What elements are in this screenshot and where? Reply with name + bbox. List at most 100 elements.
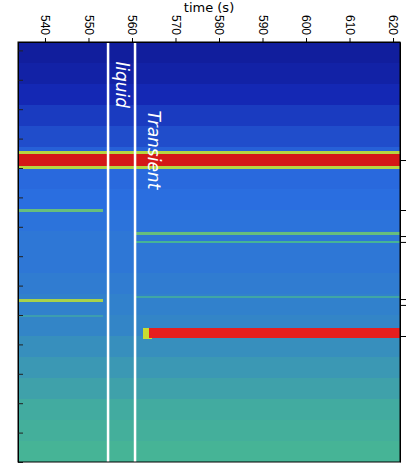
- chart: liquidTransient5405505605705805906006106…: [0, 0, 411, 469]
- tick-mark: [18, 403, 23, 404]
- heatmap-cell: [18, 210, 400, 231]
- tick-label: 560: [125, 15, 139, 35]
- tick-mark: [18, 315, 23, 316]
- axis-title: time (s): [184, 0, 234, 15]
- annotation: Transient: [144, 111, 164, 191]
- tick-mark: [18, 50, 23, 51]
- heatmap-cells: [18, 42, 400, 462]
- tick-mark: [18, 168, 23, 169]
- tick-label: 600: [299, 15, 313, 35]
- tick-mark: [175, 38, 176, 42]
- tick-mark: [400, 299, 406, 300]
- y2-axis: [400, 43, 406, 463]
- tick-mark: [400, 242, 406, 243]
- x-tick: 620: [386, 15, 400, 42]
- y-tick: [18, 50, 23, 51]
- x-tick: 580: [212, 15, 226, 42]
- heatmap-cell: [18, 357, 400, 378]
- heatmap-cell: [18, 154, 400, 166]
- heatmap-cell: [18, 189, 400, 210]
- tick-mark: [400, 236, 406, 237]
- heatmap-cell: [18, 252, 400, 273]
- x-tick: 600: [299, 15, 313, 42]
- y2-tick: [400, 160, 406, 161]
- heatmap-cell: [18, 126, 400, 147]
- tick-mark: [400, 210, 406, 211]
- heatmap-cell: [18, 399, 400, 420]
- tick-mark: [18, 286, 23, 287]
- heatmap-cell: [18, 273, 400, 294]
- heatmap-cell: [18, 151, 400, 169]
- tick-mark: [18, 256, 23, 257]
- heatmap-cell: [136, 241, 400, 243]
- tick-mark: [263, 38, 264, 42]
- tick-mark: [400, 160, 406, 161]
- heatmap-cell: [18, 420, 400, 441]
- y-tick: [18, 374, 23, 375]
- heatmap-cell: [18, 231, 400, 252]
- heatmap-cell: [18, 315, 103, 317]
- tick-label: 590: [256, 15, 270, 35]
- plot-frame: [18, 42, 400, 462]
- tick-mark: [18, 80, 23, 81]
- heatmap-cell: [18, 168, 400, 189]
- tick-mark: [18, 374, 23, 375]
- y-tick: [18, 197, 23, 198]
- heatmap-cell: [18, 147, 400, 168]
- tick-mark: [400, 336, 406, 337]
- tick-label: 610: [343, 15, 357, 35]
- tick-mark: [306, 38, 307, 42]
- heatmap-cell: [18, 299, 103, 302]
- tick-mark: [88, 38, 89, 42]
- tick-label: 540: [38, 15, 52, 35]
- heatmap-cell: [149, 328, 400, 337]
- y2-tick: [400, 299, 406, 300]
- tick-mark: [18, 109, 23, 110]
- tick-label: 580: [212, 15, 226, 35]
- y-tick: [18, 344, 23, 345]
- y-tick: [18, 80, 23, 81]
- tick-mark: [219, 38, 220, 42]
- y2-tick: [400, 305, 406, 306]
- y-tick: [18, 168, 23, 169]
- tick-mark: [18, 197, 23, 198]
- tick-mark: [45, 38, 46, 42]
- x-tick: 560: [125, 15, 139, 42]
- y-tick: [18, 286, 23, 287]
- tick-mark: [18, 139, 23, 140]
- tick-label: 620: [386, 15, 400, 35]
- heatmap-cell: [18, 209, 103, 212]
- y-tick: [18, 109, 23, 110]
- y-tick: [18, 139, 23, 140]
- tick-mark: [18, 344, 23, 345]
- y-tick: [18, 433, 23, 434]
- y-tick: [18, 227, 23, 228]
- heatmap-cell: [18, 378, 400, 399]
- tick-mark: [350, 38, 351, 42]
- y2-tick: [400, 210, 406, 211]
- y2-tick: [400, 242, 406, 243]
- tick-label: 550: [82, 15, 96, 35]
- y-axis: [18, 43, 23, 463]
- heatmap-cell: [18, 63, 400, 84]
- x-tick: 550: [82, 15, 96, 42]
- region-lines: [108, 42, 135, 462]
- tick-mark: [393, 38, 394, 42]
- heatmap-cell: [18, 336, 400, 357]
- tick-mark: [132, 38, 133, 42]
- heatmap-cell: [18, 294, 400, 315]
- y-tick: [18, 403, 23, 404]
- annotation: liquid: [112, 62, 132, 109]
- heatmap-cell: [18, 42, 400, 63]
- heatmap-cell: [18, 105, 400, 126]
- region-line: [107, 42, 110, 462]
- heatmap-cell: [136, 232, 400, 235]
- x-tick: 610: [343, 15, 357, 42]
- y-tick: [18, 315, 23, 316]
- x-axis: 540550560570580590600610620: [19, 15, 401, 43]
- x-tick: 590: [256, 15, 270, 42]
- heatmap-cell: [136, 296, 400, 298]
- tick-mark: [18, 433, 23, 434]
- x-tick: 540: [38, 15, 52, 42]
- y2-tick: [400, 336, 406, 337]
